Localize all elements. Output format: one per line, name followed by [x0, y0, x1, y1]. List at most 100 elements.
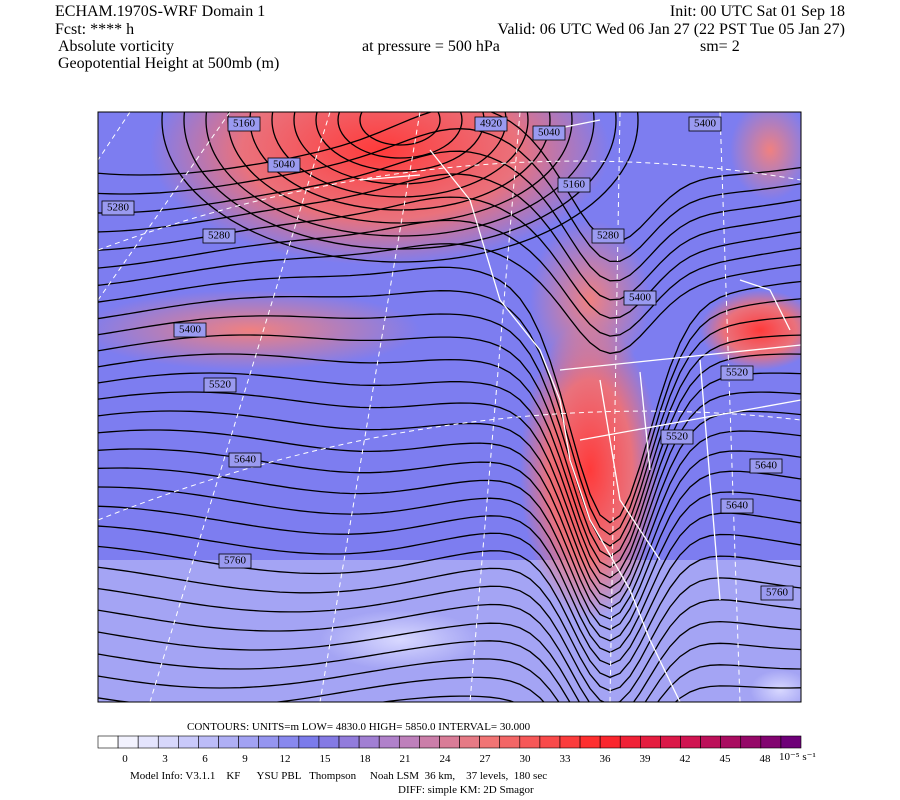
- contour-field-name: Geopotential Height at 500mb (m): [58, 55, 279, 72]
- colorbar-swatch: [338, 735, 360, 749]
- contour-line: [98, 622, 801, 702]
- contour-line: [98, 658, 801, 702]
- contour-line: [98, 640, 801, 702]
- contour-label-box: [532, 125, 566, 141]
- shade: [750, 670, 801, 702]
- title: ECHAM.1970S-WRF Domain 1: [55, 3, 265, 20]
- colorbar-swatch: [660, 735, 681, 749]
- contour-label: 5040: [273, 159, 296, 171]
- colorbar-swatch: [157, 735, 179, 749]
- contour-label: 5640: [234, 454, 257, 466]
- contour-labels: 5160 4920 5040 5400 5040 5280 5160 5280 5280 5400…: [101, 116, 794, 601]
- contour-line: [337, 112, 463, 159]
- contour-line: [359, 112, 441, 146]
- contour-line: [98, 545, 801, 679]
- colorbar-swatch: [740, 735, 762, 749]
- contour-label: 5520: [666, 431, 689, 443]
- contour-label-box: [760, 585, 794, 601]
- colorbar-swatch: [278, 735, 300, 749]
- colorbar-swatch: [760, 735, 782, 749]
- diff-info: DIFF: simple KM: 2D Smagor: [398, 784, 534, 796]
- shade: [320, 610, 480, 670]
- colorbar-tick-label: 9: [242, 753, 248, 765]
- contours-info: CONTOURS: UNITS=m LOW= 4830.0 HIGH= 5850…: [187, 721, 531, 733]
- contour-line: [98, 585, 801, 702]
- contour-line: [98, 150, 801, 282]
- contour-line: [98, 525, 801, 666]
- contour-line: [98, 505, 801, 654]
- contour-label: 5280: [597, 230, 620, 242]
- colorbar-tick-label: 48: [760, 753, 772, 765]
- colorbar-swatch: [419, 735, 440, 749]
- colorbar-tick-label: 33: [560, 753, 572, 765]
- contour-label: 5280: [208, 230, 231, 242]
- colorbar-unit: 10⁻⁵ s⁻¹: [779, 751, 816, 763]
- colorbar-swatch: [298, 735, 320, 749]
- contour-line: [98, 290, 801, 536]
- contour-label-box: [749, 458, 783, 474]
- init-time: Init: 00 UTC Sat 01 Sep 18: [670, 3, 845, 20]
- contour-line: [98, 566, 801, 692]
- contour-label: 5640: [726, 500, 749, 512]
- contour-label-box: [720, 498, 754, 514]
- contour-line: [98, 486, 801, 642]
- forecast-hour: Fcst: **** h: [55, 21, 134, 38]
- colorbar-swatch: [218, 735, 239, 749]
- colorbar-swatch: [117, 735, 139, 749]
- contour-line: [98, 429, 801, 610]
- contour-label: 5520: [209, 379, 232, 391]
- colorbar-swatch: [439, 735, 460, 749]
- map: [98, 112, 801, 702]
- contour-label-box: [202, 228, 236, 244]
- colorbar-swatch: [238, 735, 259, 749]
- contour-label: 5400: [179, 324, 202, 336]
- contour-line: [98, 313, 801, 547]
- shade: [530, 220, 650, 380]
- contour-label: 5760: [224, 555, 247, 567]
- contour-label: 5160: [563, 179, 586, 191]
- colorbar-swatch: [720, 735, 742, 749]
- contour-line: [161, 112, 639, 263]
- colorbar-swatch: [198, 735, 219, 749]
- contour-line: [98, 243, 801, 355]
- field-name: Absolute vorticity: [58, 38, 174, 55]
- colorbar-tick-label: 12: [280, 753, 291, 765]
- contour-label: 5400: [629, 292, 652, 304]
- contour-line: [98, 676, 545, 702]
- contour-label-box: [267, 157, 301, 173]
- contour-line: [98, 353, 801, 569]
- shade: [730, 112, 801, 200]
- contour-line: [98, 603, 801, 702]
- contour-label: 5040: [538, 127, 561, 139]
- valid-time: Valid: 06 UTC Wed 06 Jan 27 (22 PST Tue …: [498, 21, 845, 38]
- colorbar-tick-label: 24: [440, 753, 452, 765]
- contour-label-box: [474, 116, 508, 132]
- colorbar-tick-label: 45: [720, 753, 732, 765]
- contour-label: 5280: [107, 202, 130, 214]
- colorbar-swatch: [378, 735, 400, 749]
- colorbar-tick-label: 3: [162, 753, 168, 765]
- contour-line: [98, 467, 801, 631]
- contour-label-box: [101, 200, 135, 216]
- contour-label-box: [660, 429, 694, 445]
- colorbar-swatch: [459, 735, 480, 749]
- colorbar-swatch: [559, 735, 581, 749]
- colorbar-swatch: [358, 735, 380, 749]
- colorbar-tick-label: 27: [480, 753, 492, 765]
- colorbar-tick-label: 15: [320, 753, 332, 765]
- contour-line: [183, 112, 617, 250]
- contour-line: [271, 112, 529, 198]
- contour-label-box: [218, 553, 252, 569]
- contour-label: 4920: [480, 118, 503, 130]
- contour-line: [98, 219, 801, 337]
- colorbar-swatch: [680, 735, 701, 749]
- contour-label-box: [591, 228, 625, 244]
- contour-line: [98, 372, 801, 579]
- colorbar-tick-label: 0: [122, 753, 128, 765]
- colorbar: 0 3 6 9 12 15 18 21 24 27 30 33 36 39 42 45 48: [97, 735, 802, 765]
- contour-label-box: [227, 116, 261, 132]
- colorbar-swatch: [599, 735, 621, 749]
- model-info: Model Info: V3.1.1 KF YSU PBL Thompson N…: [130, 770, 547, 782]
- colorbar-swatch: [519, 735, 541, 749]
